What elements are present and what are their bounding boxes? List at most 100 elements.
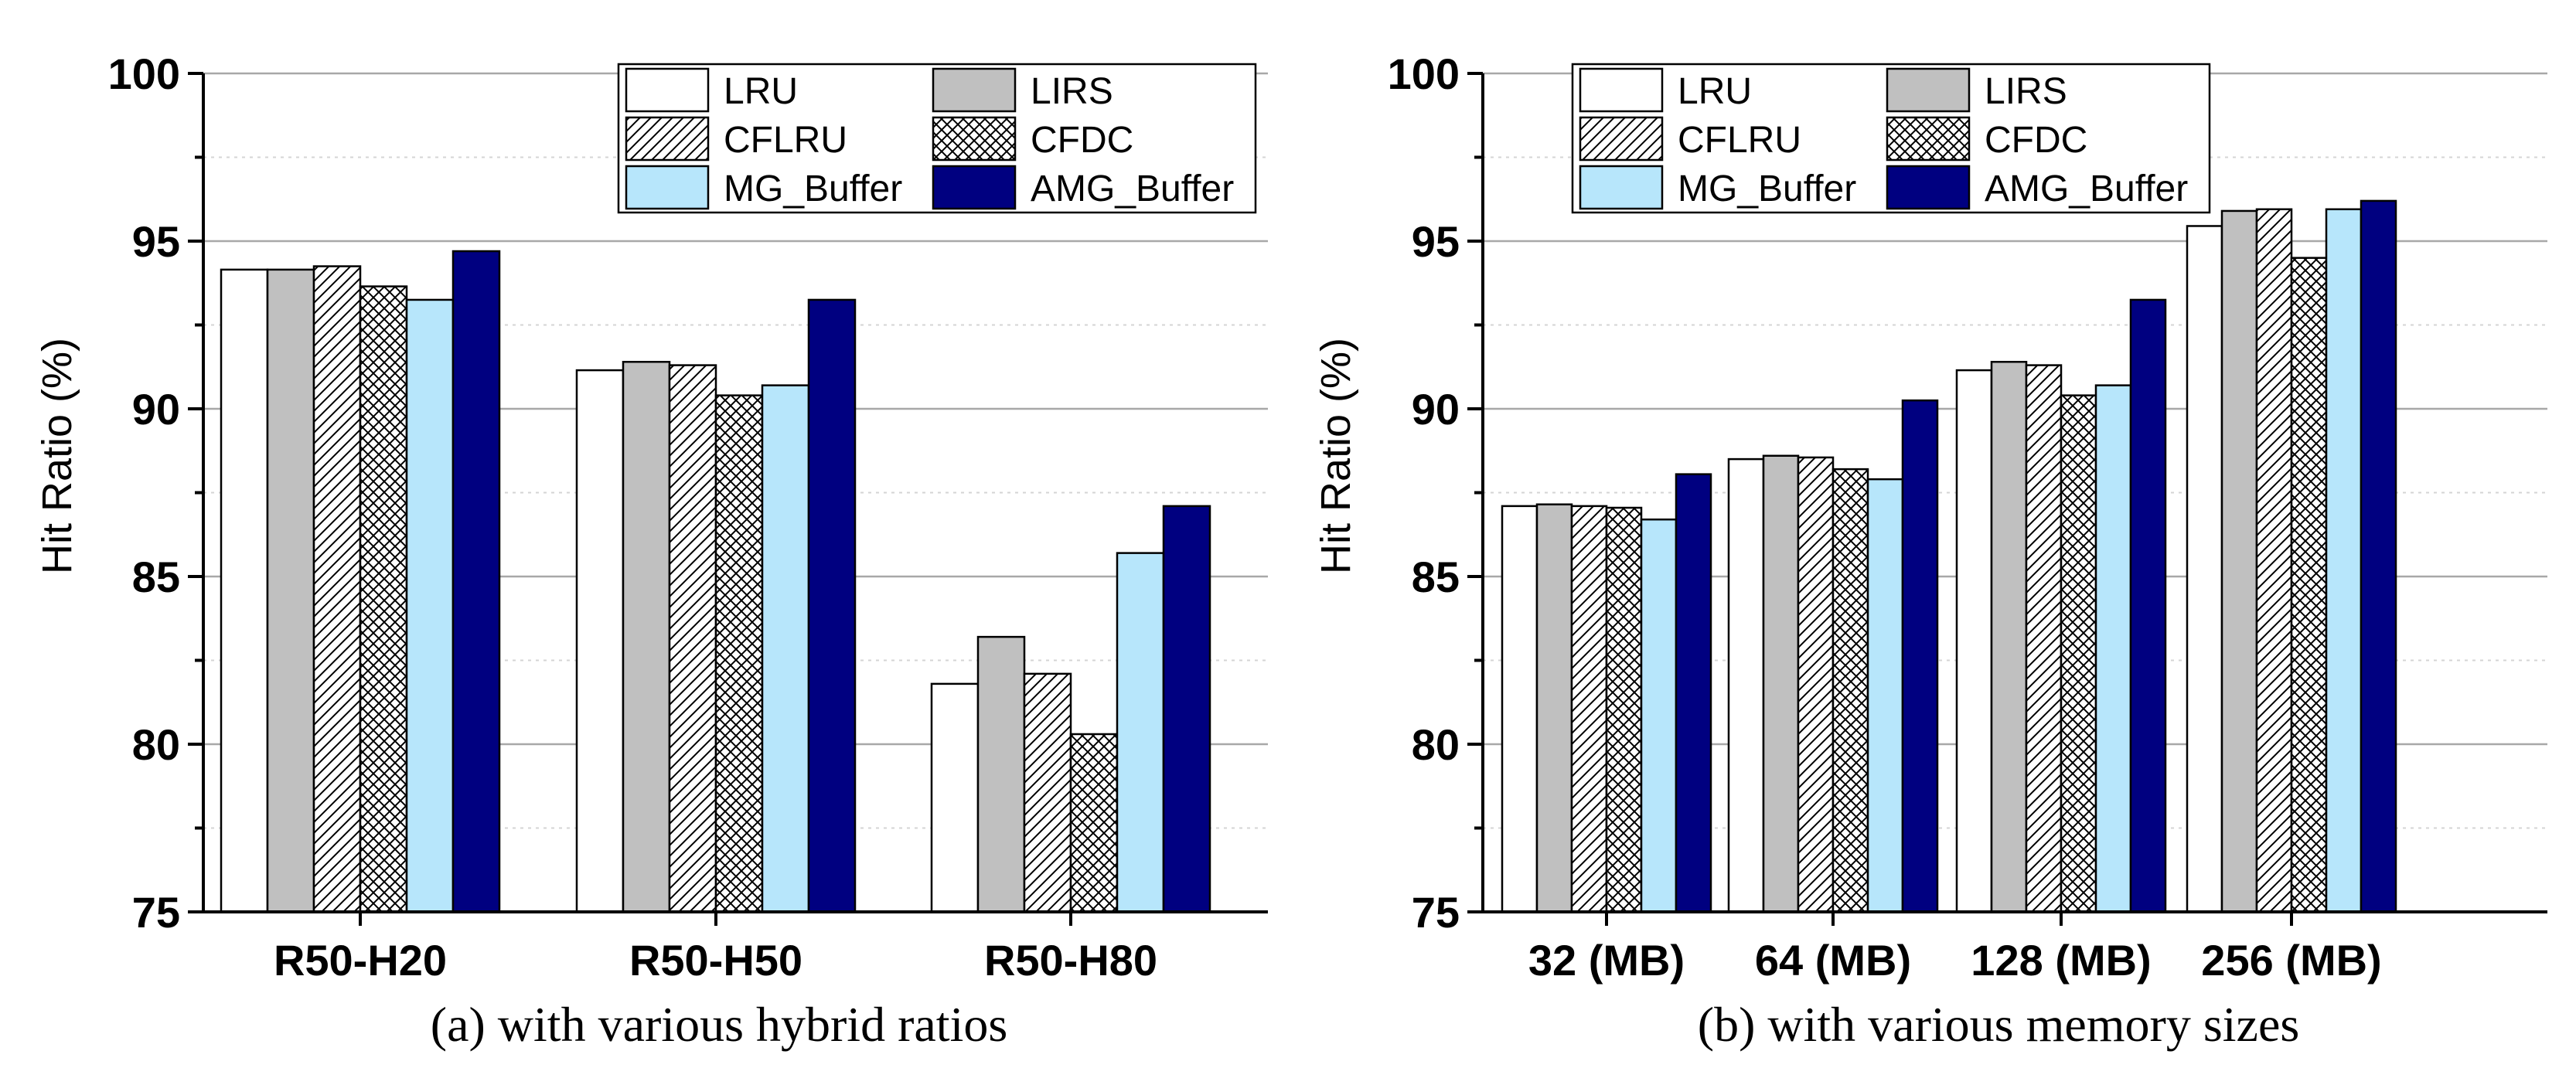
y-tick-label: 85	[132, 553, 180, 601]
bar-lirs-r50-h80	[976, 635, 1026, 913]
x-ticks-a: R50-H20 R50-H50 R50-H80	[274, 912, 1157, 985]
legend-swatch-lirs	[1886, 67, 1971, 113]
bar-mg-buffer-r50-h50	[761, 384, 810, 913]
caption-b: (b) with various memory sizes	[1698, 997, 2300, 1052]
bar-cfdc-64-mb	[1831, 468, 1869, 913]
legend-label-amg-buffer: AMG_Buffer	[1985, 168, 2188, 209]
legend-label-mg-buffer: MG_Buffer	[1678, 168, 1856, 209]
bar-mg-buffer-r50-h80	[1116, 552, 1165, 913]
bar-lru-r50-h50	[575, 369, 625, 913]
chart-b: 75 80 85 90 95 100 32 (MB) 64 (MB) 128 (MB) 256 …	[1313, 49, 2547, 1052]
legend-label-cfdc: CFDC	[1031, 120, 1133, 161]
bar-amg-buffer-256-mb	[2360, 199, 2397, 913]
bar-lirs-r50-h50	[622, 360, 671, 913]
bar-amg-buffer-64-mb	[1901, 399, 1939, 913]
bar-lirs-256-mb	[2220, 209, 2258, 913]
legend-swatch-lru	[1579, 67, 1664, 113]
legend-label-lru: LRU	[724, 71, 798, 112]
bar-lirs-64-mb	[1762, 454, 1800, 913]
bar-amg-buffer-32-mb	[1675, 473, 1712, 913]
legend-label-cfdc: CFDC	[1985, 120, 2087, 161]
bar-mg-buffer-32-mb	[1640, 518, 1678, 913]
x-tick-label: R50-H20	[274, 936, 447, 985]
legend-label-amg-buffer: AMG_Buffer	[1031, 168, 1234, 209]
bar-mg-buffer-128-mb	[2094, 384, 2132, 913]
bar-lru-64-mb	[1727, 457, 1765, 913]
bar-amg-buffer-r50-h20	[451, 250, 501, 913]
legend-swatch-mg-buffer	[625, 165, 710, 210]
legend-swatch-lru	[625, 67, 710, 113]
x-tick-label: R50-H80	[984, 936, 1157, 985]
y-tick-label: 90	[1412, 385, 1460, 434]
y-axis-label-b: Hit Ratio (%)	[1313, 338, 1359, 574]
bar-cflru-r50-h50	[668, 364, 717, 913]
bar-lirs-r50-h20	[266, 268, 315, 913]
bar-lru-r50-h20	[220, 268, 269, 913]
y-tick-label: 85	[1412, 553, 1460, 601]
legend-label-lirs: LIRS	[1031, 71, 1113, 112]
x-ticks-b: 32 (MB) 64 (MB) 128 (MB) 256 (MB)	[1528, 912, 2382, 985]
bar-cflru-r50-h20	[312, 265, 362, 913]
x-tick-label: 64 (MB)	[1755, 936, 1911, 985]
y-tick-label: 75	[132, 888, 180, 937]
bar-cfdc-r50-h20	[359, 285, 408, 913]
bar-cflru-256-mb	[2255, 208, 2293, 913]
y-tick-label: 95	[132, 217, 180, 266]
legend-swatch-cflru	[1579, 116, 1664, 162]
bar-lirs-32-mb	[1535, 503, 1573, 913]
y-ticks-a: 75 80 85 90 95 100	[108, 49, 203, 937]
legend-label-cflru: CFLRU	[724, 120, 847, 161]
y-tick-label: 80	[1412, 720, 1460, 769]
chart-a: 75 80 85 90 95 100 R50-H20 R50-H50 R50-H80 Hit …	[34, 49, 1268, 1052]
x-tick-label: R50-H50	[629, 936, 802, 985]
legend-swatch-cfdc	[932, 116, 1017, 162]
bar-cfdc-128-mb	[2060, 394, 2097, 913]
bars-b	[1501, 199, 2397, 913]
legend-swatch-mg-buffer	[1579, 165, 1664, 210]
bar-cfdc-32-mb	[1605, 506, 1643, 913]
bar-amg-buffer-128-mb	[2129, 298, 2167, 913]
bar-cflru-128-mb	[2025, 364, 2063, 913]
y-ticks-b: 75 80 85 90 95 100	[1388, 49, 1483, 937]
legend-label-lirs: LIRS	[1985, 71, 2067, 112]
legend-b: LRU LIRS CFLRU CFDC MG_Buffer AMG_Buffer	[1571, 63, 2211, 214]
legend-label-lru: LRU	[1678, 71, 1752, 112]
x-tick-label: 32 (MB)	[1528, 936, 1685, 985]
bars-a	[220, 250, 1211, 913]
y-axis-label-a: Hit Ratio (%)	[34, 338, 80, 574]
legend-swatch-lirs	[932, 67, 1017, 113]
legend-a: LRU LIRS CFLRU CFDC MG_Buffer AMG_Buffer	[617, 63, 1257, 214]
caption-a: (a) with various hybrid ratios	[431, 997, 1008, 1052]
bar-cflru-r50-h80	[1023, 672, 1072, 913]
legend-swatch-amg-buffer	[932, 165, 1017, 210]
y-tick-label: 100	[1388, 49, 1460, 98]
legend-swatch-cfdc	[1886, 116, 1971, 162]
bar-cfdc-256-mb	[2290, 257, 2328, 913]
y-tick-label: 90	[132, 385, 180, 434]
bar-cflru-64-mb	[1797, 456, 1835, 913]
bar-lirs-128-mb	[1990, 360, 2028, 913]
bar-mg-buffer-256-mb	[2325, 208, 2363, 913]
x-tick-label: 128 (MB)	[1971, 936, 2151, 985]
bar-mg-buffer-64-mb	[1866, 478, 1904, 913]
bar-mg-buffer-r50-h20	[405, 298, 455, 913]
y-tick-label: 100	[108, 49, 180, 98]
legend-swatch-amg-buffer	[1886, 165, 1971, 210]
x-tick-label: 256 (MB)	[2201, 936, 2381, 985]
y-tick-label: 75	[1412, 888, 1460, 937]
bar-lru-32-mb	[1501, 505, 1538, 913]
bar-lru-256-mb	[2186, 225, 2223, 913]
bar-lru-r50-h80	[930, 682, 980, 913]
legend-label-mg-buffer: MG_Buffer	[724, 168, 902, 209]
y-tick-label: 95	[1412, 217, 1460, 266]
bar-cfdc-r50-h80	[1069, 733, 1119, 913]
bar-lru-128-mb	[1955, 369, 1993, 913]
bar-amg-buffer-r50-h50	[807, 298, 857, 913]
legend-swatch-cflru	[625, 116, 710, 162]
bar-amg-buffer-r50-h80	[1162, 505, 1211, 913]
bar-cflru-32-mb	[1570, 505, 1608, 913]
y-tick-label: 80	[132, 720, 180, 769]
bar-cfdc-r50-h50	[714, 394, 764, 913]
legend-label-cflru: CFLRU	[1678, 120, 1801, 161]
